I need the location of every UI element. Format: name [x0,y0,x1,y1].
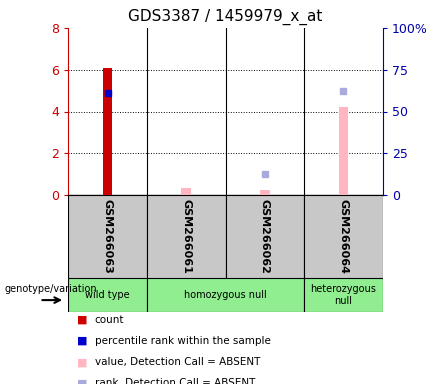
Title: GDS3387 / 1459979_x_at: GDS3387 / 1459979_x_at [128,9,323,25]
Text: ■: ■ [77,336,88,346]
Text: heterozygous
null: heterozygous null [311,284,376,306]
Text: percentile rank within the sample: percentile rank within the sample [95,336,271,346]
Text: ■: ■ [77,378,88,384]
Bar [103,68,112,195]
Text: ■: ■ [77,357,88,367]
Bar [304,195,383,278]
Text: GSM266063: GSM266063 [103,199,113,274]
Text: count: count [95,315,124,325]
Text: GSM266064: GSM266064 [338,199,348,274]
Text: rank, Detection Call = ABSENT: rank, Detection Call = ABSENT [95,378,255,384]
Text: ■: ■ [77,315,88,325]
Bar [260,190,270,195]
Text: wild type: wild type [85,290,130,300]
Bar [304,278,383,312]
Text: homozygous null: homozygous null [184,290,267,300]
Bar [181,188,191,195]
Bar [147,278,304,312]
Bar [226,195,304,278]
Text: GSM266062: GSM266062 [260,199,270,274]
Bar [339,107,348,195]
Text: genotype/variation: genotype/variation [4,284,97,294]
Bar [68,278,147,312]
Text: GSM266061: GSM266061 [181,199,191,274]
Text: value, Detection Call = ABSENT: value, Detection Call = ABSENT [95,357,260,367]
Bar [147,195,226,278]
Bar [68,195,147,278]
